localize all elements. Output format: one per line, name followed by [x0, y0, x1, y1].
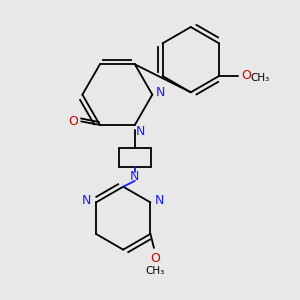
- Text: O: O: [150, 252, 160, 265]
- Text: N: N: [156, 86, 165, 99]
- Text: O: O: [68, 115, 78, 128]
- Text: CH₃: CH₃: [146, 266, 165, 276]
- Text: CH₃: CH₃: [250, 73, 269, 83]
- Text: N: N: [155, 194, 164, 207]
- Text: N: N: [82, 194, 91, 207]
- Text: N: N: [130, 170, 140, 183]
- Text: O: O: [241, 70, 251, 83]
- Text: N: N: [136, 125, 146, 138]
